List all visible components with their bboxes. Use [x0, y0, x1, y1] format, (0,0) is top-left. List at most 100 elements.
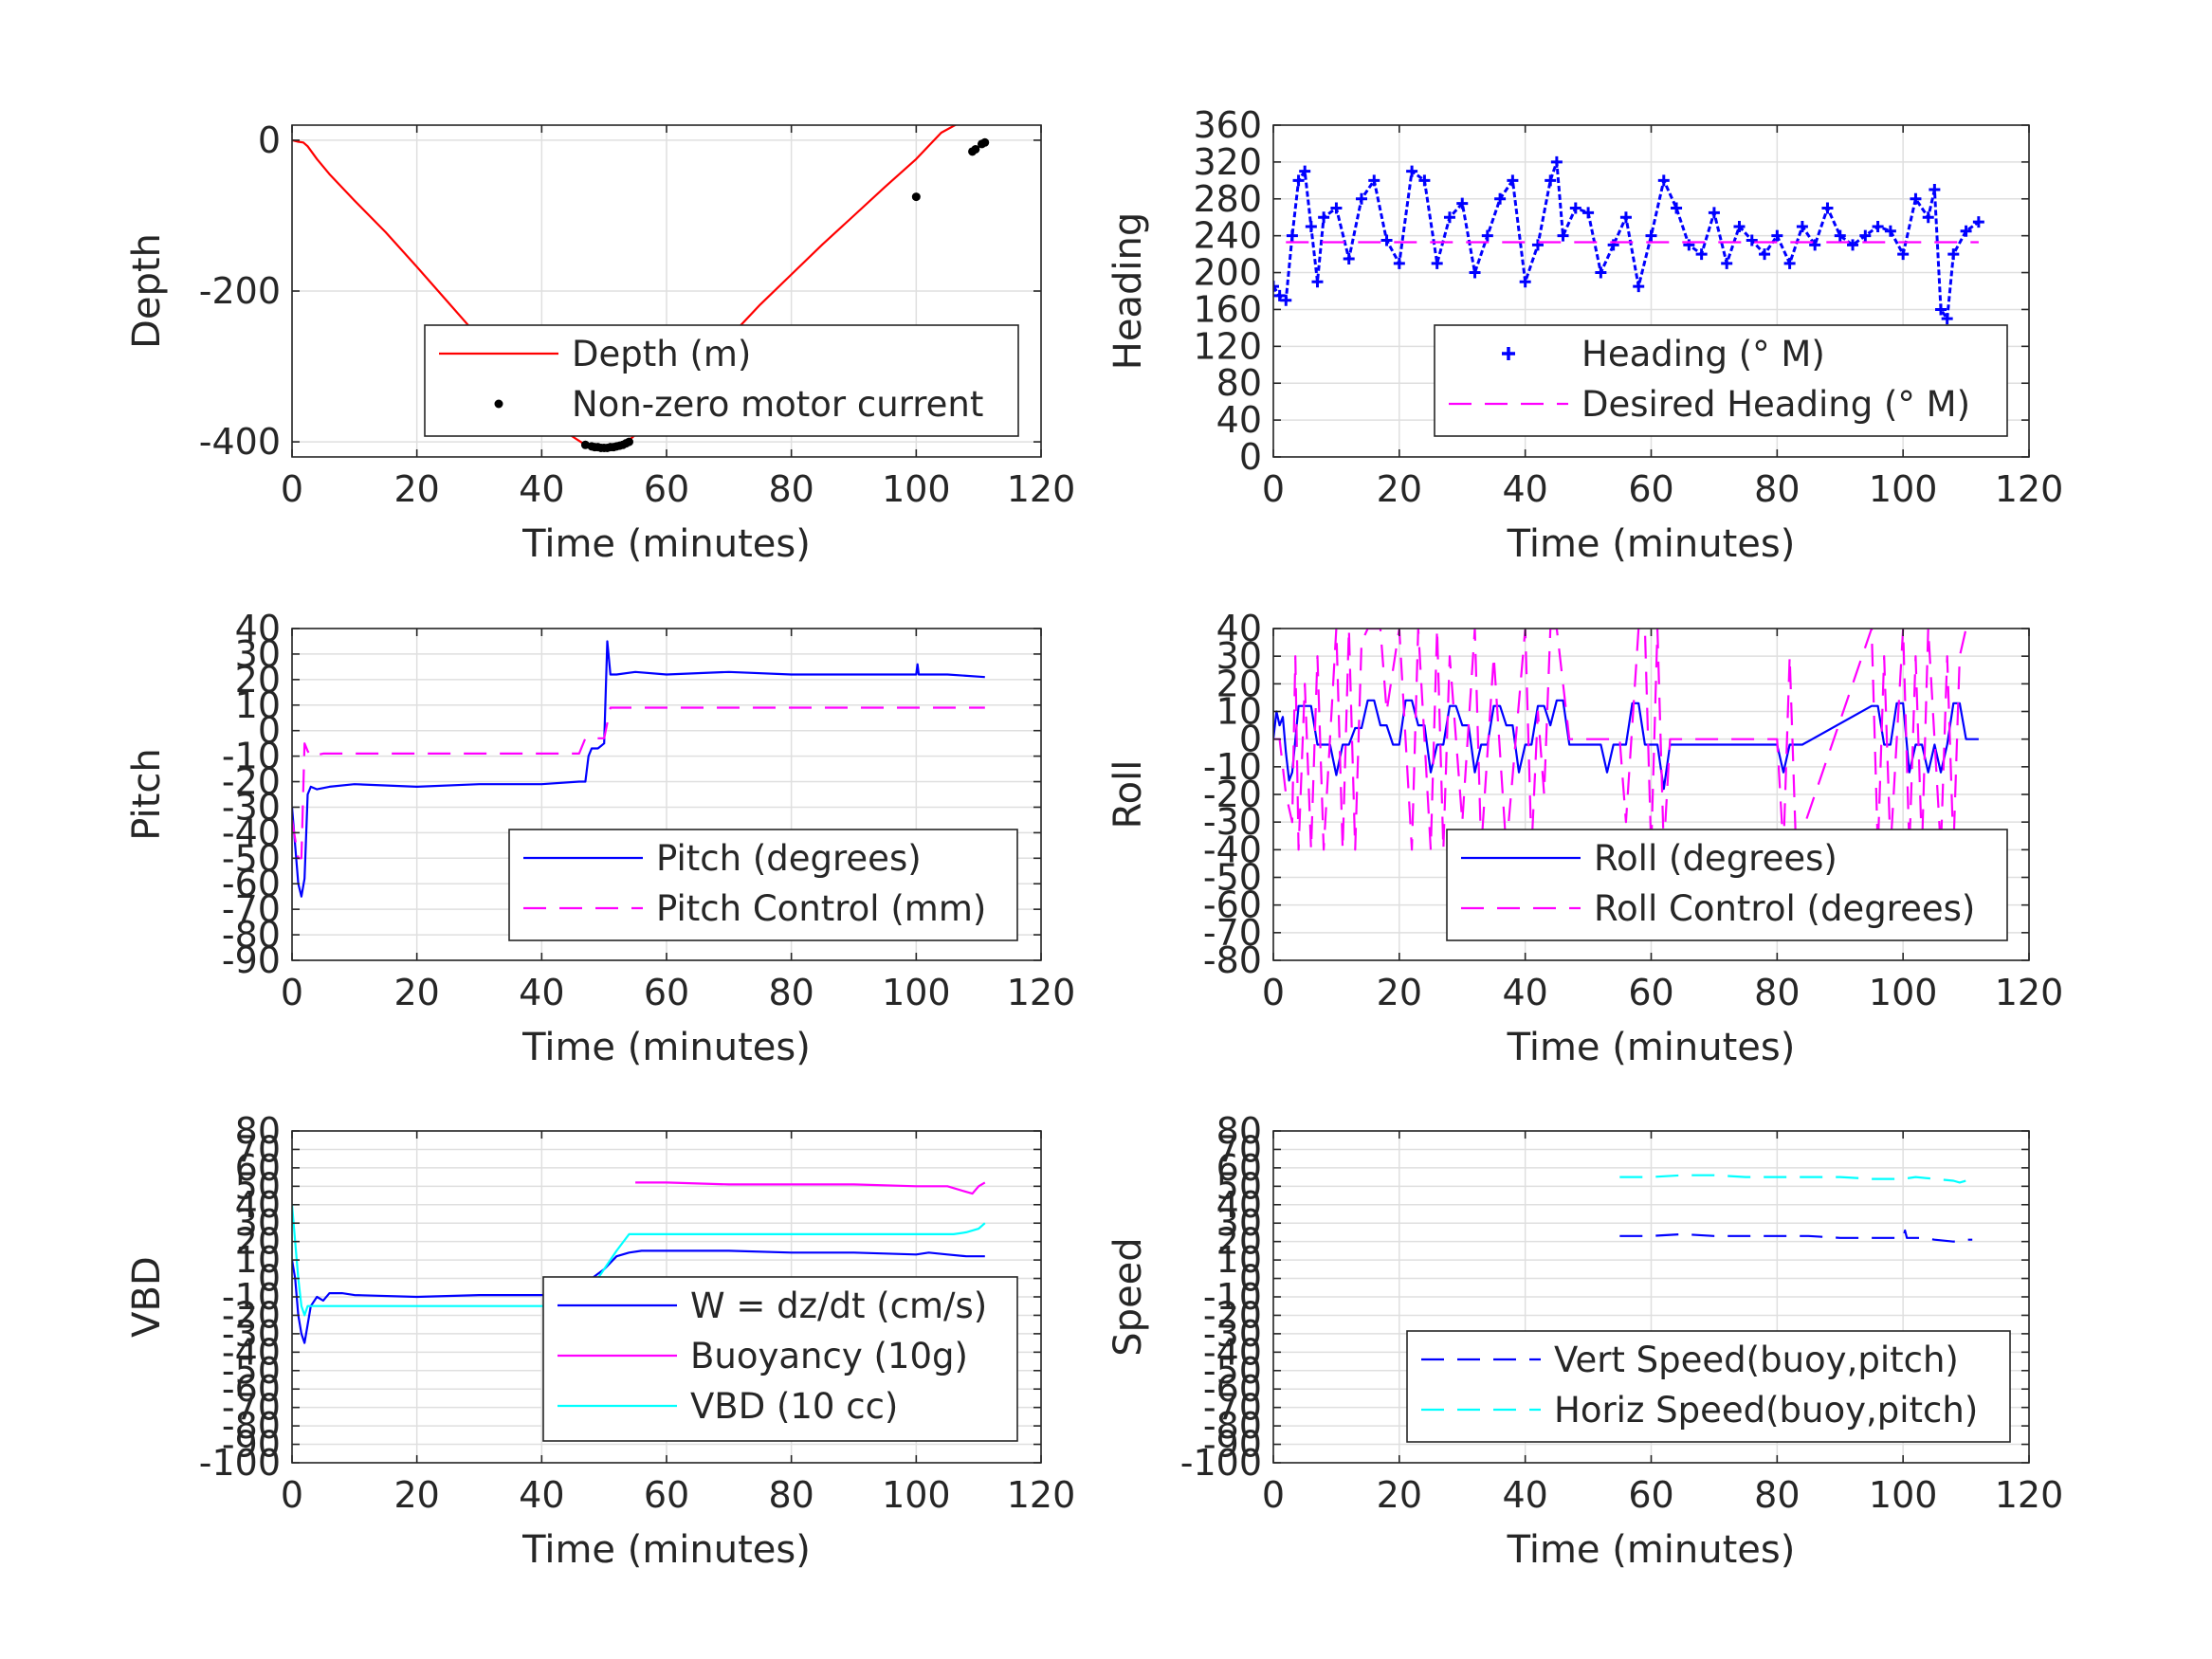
y-tick-label: -200 [199, 270, 281, 312]
y-tick-label: 30 [1216, 1202, 1262, 1244]
data-point [1960, 225, 1972, 237]
subplot-depth: 0 20 40 60 80 100 120 0 -200 -400 Time (minutes) De… [125, 119, 1075, 566]
legend-label: W = dz/dt (cm/s) [690, 1285, 987, 1326]
x-axis-label: Time (minutes) [1507, 522, 1796, 566]
series-line-1 [1273, 699, 1979, 791]
y-tick-label: 10 [1216, 691, 1262, 733]
x-axis-label: Time (minutes) [1507, 1528, 1796, 1572]
x-tick-label: 100 [1869, 972, 1938, 1013]
y-tick-label: 20 [1216, 1221, 1262, 1263]
legend-label: Non-zero motor current [572, 384, 983, 425]
y-tick-label: 120 [1193, 325, 1262, 367]
y-tick-label: 30 [1216, 635, 1262, 677]
y-tick-label: 40 [1216, 399, 1262, 441]
y-tick-label: 60 [1216, 1147, 1262, 1189]
y-tick-label: 0 [258, 710, 281, 752]
x-tick-label: 80 [768, 972, 814, 1013]
data-point [1683, 239, 1695, 251]
x-tick-label: 120 [1007, 972, 1076, 1013]
y-tick-label: -10 [1203, 1276, 1262, 1318]
legend-marker-2 [494, 399, 503, 409]
y-tick-label: -20 [222, 761, 281, 803]
series-line-2 [292, 706, 985, 860]
x-tick-label: 0 [281, 468, 303, 510]
y-tick-label: 160 [1193, 288, 1262, 330]
y-tick-label: -70 [1203, 1387, 1262, 1429]
data-point [1469, 266, 1481, 279]
data-point [1311, 276, 1324, 288]
legend-box [542, 1276, 1018, 1442]
y-tick-label: -90 [222, 1424, 281, 1466]
subplot-roll: 0 20 40 60 80 100 120403020100-10-20-30-40-50-… [1106, 608, 2063, 1069]
y-tick-label: -30 [222, 1313, 281, 1355]
x-tick-label: 60 [1628, 1474, 1673, 1516]
x-tick-label: 0 [281, 1474, 303, 1516]
data-point [1847, 239, 1859, 251]
data-point [1671, 202, 1683, 214]
data-point [911, 192, 921, 202]
x-tick-label: 120 [1995, 972, 2064, 1013]
x-tick-label: 20 [1377, 972, 1422, 1013]
data-point [1657, 174, 1670, 187]
y-tick-label: 360 [1193, 104, 1262, 146]
x-axis-label: Time (minutes) [521, 1026, 811, 1069]
data-point [1746, 234, 1758, 246]
data-point [1809, 239, 1821, 251]
data-point [1545, 174, 1557, 187]
y-tick-label: 0 [1239, 1258, 1262, 1300]
y-tick-label: -60 [1203, 884, 1262, 926]
legend-label: VBD (10 cc) [690, 1386, 898, 1427]
y-tick-label: 40 [235, 1184, 281, 1226]
y-tick-label: 50 [1216, 1165, 1262, 1207]
y-tick-label: -50 [222, 837, 281, 879]
x-tick-label: 40 [519, 468, 564, 510]
y-axis-label: Roll [1106, 760, 1150, 830]
y-tick-label: 70 [1216, 1128, 1262, 1170]
x-axis-label: Time (minutes) [1507, 1026, 1796, 1069]
series-line-2 [1619, 1174, 1973, 1184]
y-tick-label: -20 [1203, 1294, 1262, 1336]
y-tick-label: -100 [1180, 1442, 1262, 1484]
data-point [1557, 229, 1569, 242]
data-point [1494, 192, 1507, 205]
data-point [1273, 281, 1279, 293]
y-tick-label: 200 [1193, 252, 1262, 294]
y-tick-label: -50 [1203, 1350, 1262, 1392]
subplot-pitch: 0 20 40 60 80 100 120403020100-10-20-30-40-50-… [125, 608, 1075, 1069]
x-tick-label: 20 [1377, 1474, 1422, 1516]
data-point [1418, 174, 1431, 187]
data-point [1368, 174, 1380, 187]
y-tick-label: 30 [235, 633, 281, 675]
x-tick-label: 60 [644, 1474, 689, 1516]
legend-label: Pitch (degrees) [656, 838, 922, 879]
legend-box [424, 324, 1019, 437]
data-point [1897, 248, 1910, 261]
x-tick-label: 40 [1502, 468, 1547, 510]
y-axis-label: Depth [125, 233, 169, 349]
data-point [1380, 234, 1393, 246]
x-tick-label: 20 [1377, 468, 1422, 510]
data-point [625, 437, 633, 447]
data-point [1406, 165, 1418, 177]
legend: Depth (m) Non-zero motor current [424, 324, 1019, 437]
y-tick-label: -400 [199, 421, 281, 463]
y-tick-label: 0 [1239, 436, 1262, 478]
y-axis-label: VBD [125, 1256, 169, 1338]
y-tick-label: 0 [258, 119, 281, 161]
data-point [1884, 225, 1896, 237]
y-tick-label: 10 [235, 684, 281, 726]
y-tick-label: 0 [1239, 719, 1262, 760]
x-axis-label: Time (minutes) [521, 522, 811, 566]
x-tick-label: 80 [1754, 972, 1800, 1013]
data-point [1695, 248, 1708, 261]
data-point [1481, 229, 1493, 242]
data-point [1393, 257, 1405, 269]
subplot-vbd: 0 20 40 60 80 100 12080706050403020100-10-20-3… [125, 1110, 1075, 1572]
y-tick-label: 10 [235, 1239, 281, 1281]
y-tick-label: 40 [1216, 1184, 1262, 1226]
data-point [1299, 165, 1311, 177]
legend-label: Pitch Control (mm) [656, 888, 986, 929]
y-tick-label: -90 [1203, 1424, 1262, 1466]
x-tick-label: 0 [281, 972, 303, 1013]
